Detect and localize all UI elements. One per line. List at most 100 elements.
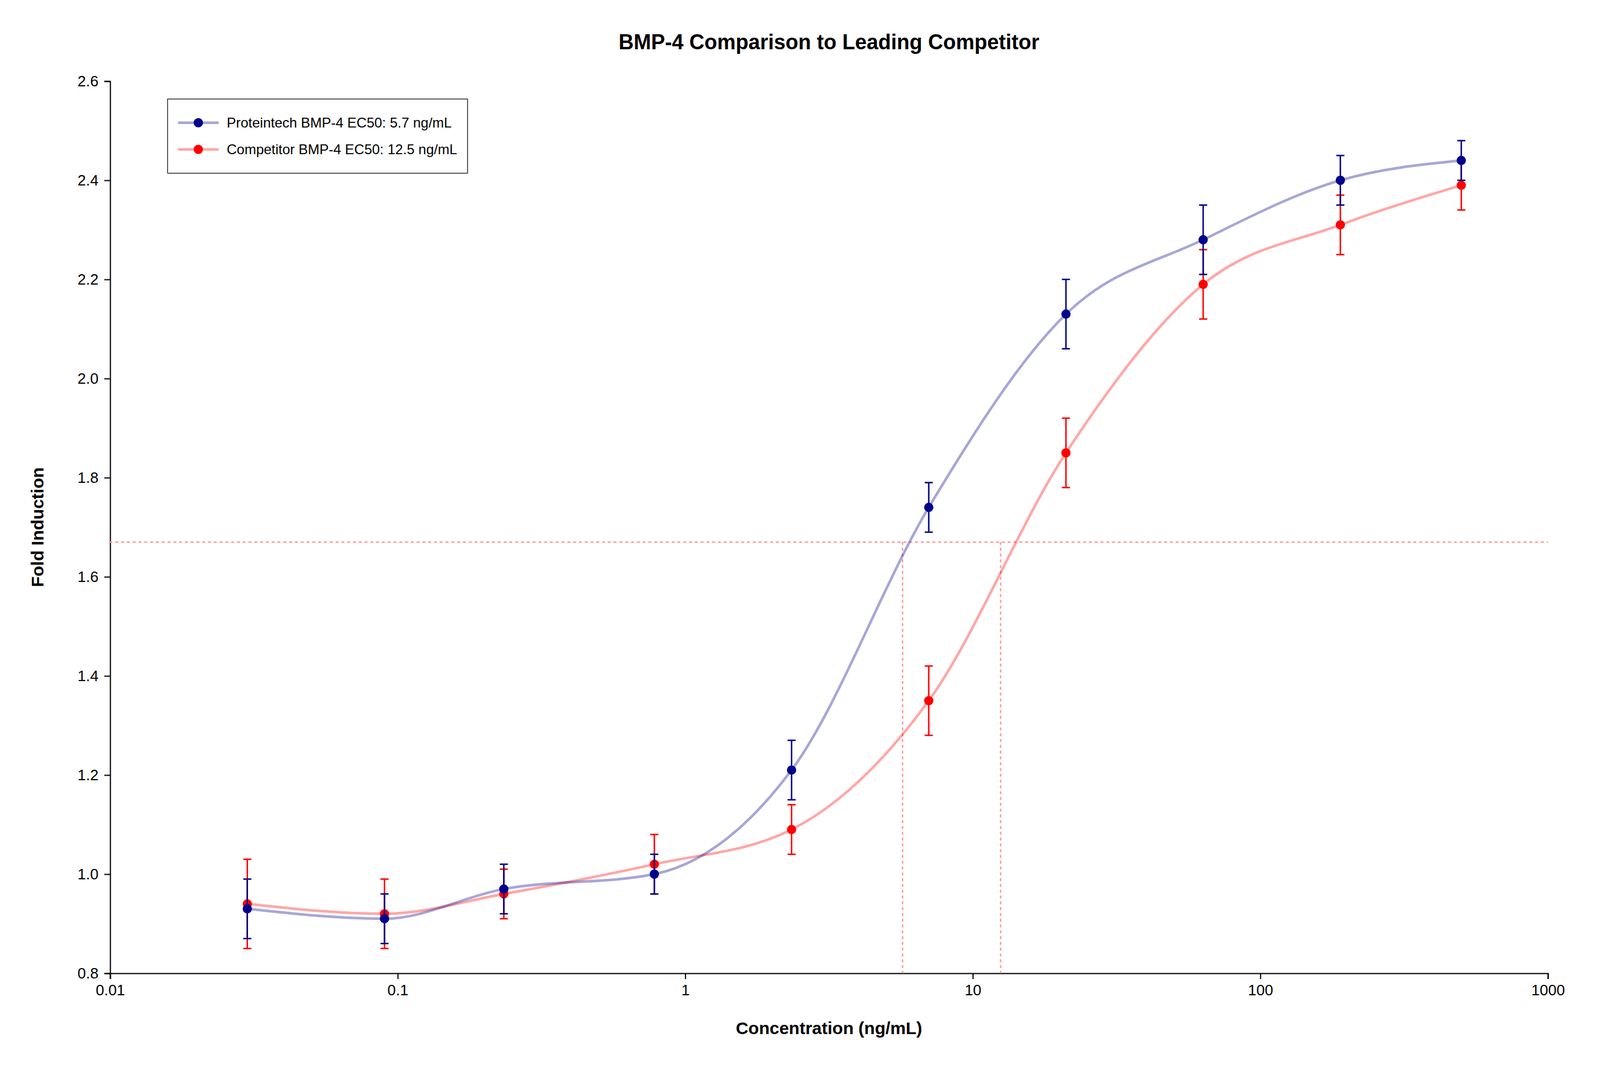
error-bar-cap	[650, 893, 659, 895]
point	[498, 884, 509, 894]
tick-mark	[397, 972, 399, 979]
y-tick: 1.8	[77, 468, 111, 487]
title: BMP-4 Comparison to Leading Competitor	[618, 30, 1040, 54]
tick-label: 2.6	[77, 72, 99, 90]
legend-label: Proteintech BMP-4 EC50: 5.7 ng/mL	[226, 114, 452, 131]
tick-label: 0.01	[95, 981, 126, 999]
tick-mark	[104, 81, 111, 83]
axis-line	[110, 973, 1549, 980]
error-bar-cap	[787, 853, 796, 856]
legend-entry: Proteintech BMP-4 EC50: 5.7 ng/mL	[177, 114, 452, 131]
tick-label: 2.4	[77, 171, 99, 189]
error-bar-cap	[924, 665, 933, 668]
tick-label: 1.0	[77, 865, 99, 883]
error-bar-cap	[650, 853, 659, 856]
error-bar	[499, 864, 508, 914]
error-bar-cap	[1061, 417, 1070, 419]
chart: 0.010.111010010000.81.01.21.41.61.82.02.…	[0, 0, 1600, 1066]
error-bar-cap	[380, 877, 389, 880]
error-bar-cap	[924, 531, 933, 534]
y-tick: 2.2	[77, 270, 111, 289]
error-bar	[243, 858, 252, 949]
error-bar-cap	[1198, 204, 1208, 207]
tick-label: 2.0	[77, 369, 99, 388]
error-bar	[924, 482, 933, 533]
error-bar	[1198, 205, 1208, 275]
point	[379, 913, 389, 924]
y-tick: 1.0	[77, 865, 111, 883]
error-bar-cap	[924, 481, 933, 484]
error-bar-stem	[246, 858, 249, 949]
x-tick: 10	[964, 972, 982, 999]
tick-mark	[684, 972, 687, 979]
tick-mark	[104, 576, 111, 578]
error-bar-cap	[650, 893, 659, 895]
error-bar	[650, 834, 659, 895]
error-bar	[1061, 417, 1070, 488]
y-tick: 2.6	[77, 72, 111, 90]
error-bar-cap	[1061, 486, 1070, 489]
tick-mark	[972, 972, 974, 979]
series-points	[242, 160, 1467, 949]
tick-mark	[104, 675, 111, 677]
ec50-vertical-line	[901, 541, 904, 973]
y-tick: 2.0	[77, 369, 111, 388]
point	[924, 502, 934, 512]
error-bar-cap	[1336, 253, 1345, 256]
tick-mark	[1259, 972, 1261, 979]
tick-mark	[104, 378, 111, 380]
tick-label: 2.2	[77, 270, 99, 289]
lines	[247, 160, 1462, 919]
point	[1198, 235, 1208, 245]
error-bar-stem	[653, 834, 656, 895]
error-bar	[787, 804, 796, 855]
point	[786, 824, 797, 834]
series-line	[247, 185, 1462, 914]
error-bar-stem	[383, 879, 386, 949]
x-tick: 100	[1248, 972, 1274, 999]
error-bar-cap	[1061, 347, 1070, 350]
point	[924, 695, 934, 706]
error-bar	[650, 854, 659, 894]
legend: Proteintech BMP-4 EC50: 5.7 ng/mL Competi…	[167, 99, 468, 174]
error-bar	[787, 740, 796, 800]
error-bar-cap	[243, 947, 252, 950]
error-bar	[1061, 279, 1070, 349]
tick-mark	[104, 279, 111, 281]
point	[786, 764, 797, 775]
point	[1335, 220, 1346, 230]
y-tick: 1.2	[77, 766, 111, 784]
error-bar	[243, 879, 252, 939]
error-bar-cap	[1336, 154, 1345, 157]
legend-frame	[167, 99, 468, 174]
ec50-lines	[110, 541, 1548, 973]
y-tick: 0.8	[77, 964, 111, 982]
legend-label: Competitor BMP-4 EC50: 12.5 ng/mL	[226, 141, 458, 158]
tick-label: 1.2	[77, 766, 99, 784]
error-bar-cap	[1198, 318, 1208, 320]
tick-label: 1	[681, 981, 690, 999]
x-tick: 1000	[1531, 972, 1566, 999]
error-bar-cap	[499, 863, 508, 866]
error-bar-cap	[650, 833, 659, 836]
y-tick: 1.6	[77, 567, 111, 586]
error-bar-cap	[1457, 179, 1466, 182]
y-tick: 1.4	[77, 667, 111, 685]
legend-marker	[193, 144, 203, 155]
tick-mark	[104, 972, 111, 975]
error-bar-cap	[787, 799, 796, 801]
tick-label: 1000	[1531, 981, 1566, 999]
error-bar-cap	[787, 739, 796, 742]
tick-label: 1.6	[77, 567, 99, 586]
error-bar	[1336, 155, 1345, 206]
series-line	[247, 160, 1462, 919]
error-bar-cap	[787, 803, 796, 806]
point	[1456, 180, 1467, 191]
series-points	[242, 140, 1467, 944]
point	[1456, 155, 1467, 166]
legend-entry: Competitor BMP-4 EC50: 12.5 ng/mL	[177, 141, 458, 158]
error-bar-cap	[380, 947, 389, 950]
error-bar-cap	[924, 734, 933, 736]
tick-label: 1.4	[77, 667, 99, 685]
error-bar	[1457, 140, 1466, 181]
